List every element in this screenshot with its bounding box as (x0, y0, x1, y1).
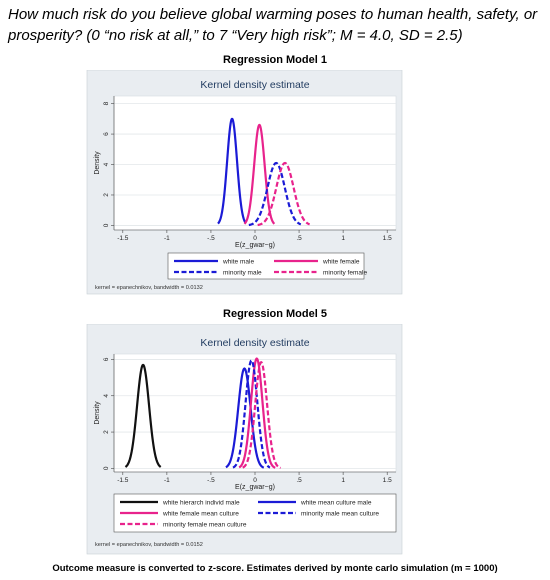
chart-title: Kernel density estimate (200, 79, 309, 91)
y-tick-label: 2 (103, 430, 110, 434)
density-curve (225, 367, 265, 469)
x-tick-label: -.5 (207, 477, 215, 484)
x-axis-label: E(z_gwar~g) (235, 484, 275, 491)
density-curve (217, 117, 247, 225)
x-tick-label: 1 (341, 235, 345, 242)
legend-label: white female (322, 259, 360, 266)
density-curve (248, 161, 302, 227)
density-curve (257, 161, 311, 227)
legend-label: white female mean culture (162, 511, 239, 518)
legend-label: minority female (323, 270, 367, 277)
x-tick-label: .5 (296, 477, 302, 484)
y-tick-label: 6 (103, 132, 110, 136)
y-tick-label: 0 (103, 223, 110, 227)
density-curve (124, 363, 162, 468)
legend-label: white hierarch individ male (162, 500, 240, 507)
density-curve (232, 359, 271, 469)
x-tick-label: 1.5 (383, 235, 392, 242)
legend-label: white male (222, 259, 254, 266)
chart-note: kernel = epanechnikov, bandwidth = 0.013… (95, 285, 203, 291)
density-curve (242, 361, 282, 469)
chart-title: Kernel density estimate (200, 337, 309, 349)
x-tick-label: -1 (164, 235, 170, 242)
y-tick-label: 8 (103, 101, 110, 105)
model1-title: Regression Model 1 (223, 54, 327, 66)
chart-model1: Kernel density estimate02468Density-1.5-… (86, 70, 403, 295)
x-tick-label: 0 (253, 235, 257, 242)
chart-note: kernel = epanechnikov, bandwidth = 0.015… (95, 542, 203, 548)
question-text: How much risk do you believe global warm… (8, 6, 538, 44)
x-tick-label: -1.5 (117, 235, 129, 242)
x-tick-label: 0 (253, 477, 257, 484)
legend-label: white mean culture male (300, 500, 372, 507)
x-tick-label: 1.5 (383, 477, 392, 484)
y-tick-label: 4 (103, 394, 110, 398)
legend-label: minority male mean culture (301, 511, 379, 518)
x-tick-label: -1.5 (117, 477, 129, 484)
y-tick-label: 0 (103, 466, 110, 470)
y-tick-label: 2 (103, 193, 110, 197)
x-axis-label: E(z_gwar~g) (235, 242, 275, 249)
model5-title: Regression Model 5 (223, 308, 327, 320)
x-tick-label: -1 (164, 477, 170, 484)
x-tick-label: -.5 (207, 235, 215, 242)
legend-box (167, 252, 365, 280)
legend-label: minority male (223, 270, 262, 277)
y-tick-label: 6 (103, 357, 110, 361)
x-tick-label: .5 (296, 235, 302, 242)
y-axis-label: Density (94, 401, 101, 425)
density-curve (238, 357, 276, 469)
y-tick-label: 4 (103, 162, 110, 166)
x-tick-label: 1 (341, 477, 345, 484)
legend-box (113, 493, 397, 533)
density-curve (243, 123, 276, 225)
legend-label: minority female mean culture (163, 522, 247, 529)
y-axis-label: Density (94, 151, 101, 175)
footnote: Outcome measure is converted to z-score.… (52, 563, 498, 574)
